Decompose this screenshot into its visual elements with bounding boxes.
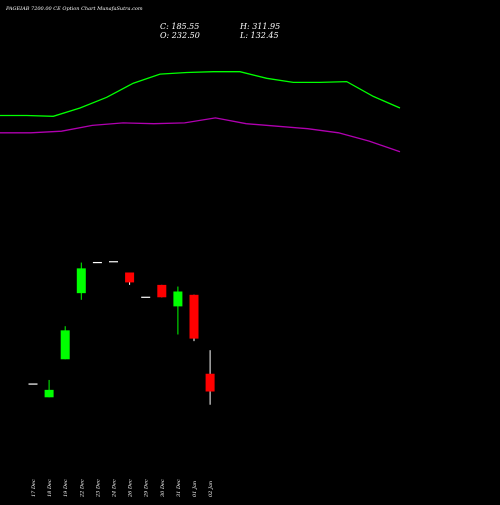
date-tick-label: 29 Dec [144,479,150,498]
date-tick-label: 02 Jan [208,481,214,497]
close-value: C: 185.55 [160,22,200,31]
candle-body [173,291,183,307]
upper-band-line [0,71,401,117]
candle-body [157,284,167,298]
candle-body [60,330,70,360]
chart-title: PAGEIAB 7200.00 CE Option Chart MunafaSu… [6,6,143,12]
date-tick-label: 23 Dec [95,479,101,498]
lower-band-line [0,117,401,153]
candle-body [44,389,54,398]
date-tick-label: 24 Dec [112,479,118,498]
date-tick-label: 01 Jan [192,481,198,497]
high-value: H: 311.95 [240,22,281,31]
candle-body [205,373,215,392]
open-value: O: 232.50 [160,31,200,40]
date-tick-label: 26 Dec [128,479,134,498]
date-tick-label: 19 Dec [63,479,69,497]
date-tick-label: 17 Dec [31,479,37,497]
date-tick-label: 30 Dec [160,479,166,497]
date-tick-label: 18 Dec [47,479,53,497]
date-tick-label: 31 Dec [176,479,182,497]
candle-body [125,272,135,283]
candle-body [189,294,199,339]
candle-body [76,268,86,294]
date-tick-label: 22 Dec [79,479,85,498]
low-value: L: 132.45 [240,31,279,40]
